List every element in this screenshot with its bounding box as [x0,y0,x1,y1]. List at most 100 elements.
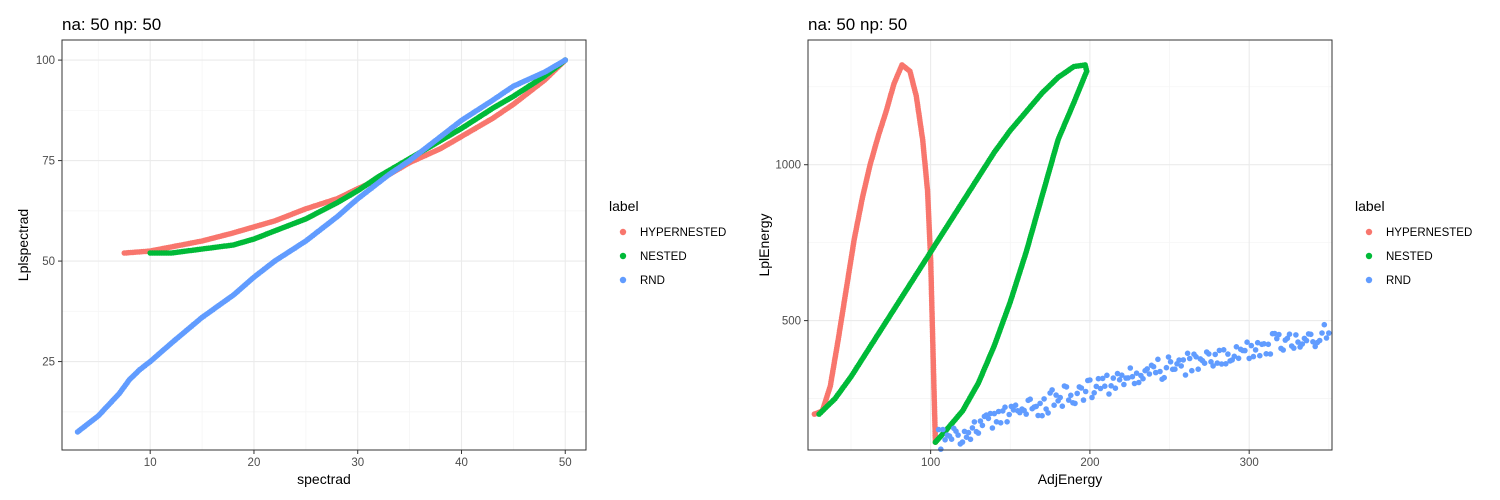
data-point [1326,330,1332,336]
data-point [989,425,996,431]
data-point [1146,371,1153,377]
data-point [1244,339,1250,346]
data-point [1053,392,1059,398]
panel-2-border [807,39,1333,451]
data-point [1152,369,1159,376]
data-point [1059,403,1066,410]
data-point [965,429,972,436]
data-point [1299,341,1306,347]
y-tick-label: 75 [42,156,55,168]
data-point [1039,412,1045,419]
data-point [1280,347,1286,353]
series-rnd [74,57,568,435]
data-point [1150,363,1157,370]
series-hypernested [811,62,939,446]
panel-1-title: na: 50 np: 50 [62,15,161,34]
data-point [985,415,992,422]
data-point [1250,353,1257,360]
data-point [1049,387,1055,393]
data-point [1121,381,1127,388]
data-point [977,418,984,424]
data-point [1263,351,1269,357]
data-point [1102,383,1108,390]
data-point [1286,331,1293,338]
data-point [1002,404,1008,411]
x-tick-label: 30 [351,457,364,469]
panel-2-points [811,62,1332,453]
legend-key-nested [619,252,627,260]
data-point [1104,372,1110,379]
data-point [1308,331,1314,338]
data-point [1010,407,1017,413]
data-point [940,426,946,433]
panel-2-y-ticks: 500 1000 [775,160,808,328]
data-point [1006,411,1012,418]
data-point [1321,321,1328,328]
data-point [1293,332,1299,338]
data-point [1276,331,1282,338]
panel-1-y-ticks: 25 50 75 100 [36,55,62,369]
data-point [975,430,982,436]
data-point [1206,351,1212,357]
data-point [1136,379,1142,386]
data-point [1303,337,1310,344]
data-point [1295,339,1301,345]
y-tick-label: 50 [42,256,55,268]
data-point [1167,359,1174,365]
series-nested [816,62,1090,446]
data-point [1184,350,1191,357]
data-point [1095,375,1102,382]
data-point [1186,355,1193,362]
data-point [1291,345,1297,351]
panel-2-y-axis-title: LplEnergy [756,213,772,276]
legend-label-nested: NESTED [640,251,687,263]
data-point [1201,360,1208,367]
panel-1-grid-major [62,40,586,450]
data-point [1220,347,1227,353]
data-point [562,57,568,63]
data-point [1114,370,1121,377]
data-point [1140,375,1146,382]
data-point [1189,367,1195,374]
legend-1: label HYPERNESTED NESTED RND [609,198,726,287]
data-point [1057,394,1063,401]
data-point [971,419,978,425]
data-point [967,436,974,443]
data-point [1310,339,1316,345]
data-point [1108,383,1114,389]
data-point [1323,335,1330,341]
data-point [1045,410,1051,416]
data-point [948,436,955,443]
legend-2: label HYPERNESTED NESTED RND [1355,198,1472,287]
data-point [1074,390,1080,397]
data-point [1127,365,1134,371]
legend-label-hypernested: HYPERNESTED [1386,227,1472,239]
panel-1-points [74,57,568,435]
panel-1-border [61,39,587,451]
data-point [1218,361,1225,367]
data-point [1265,341,1272,348]
data-point [1051,402,1057,409]
data-point [1172,366,1178,373]
data-point [959,439,966,445]
data-point [955,432,961,438]
data-point [1248,342,1255,349]
data-point [1037,400,1043,407]
data-point [1112,385,1119,392]
data-point [1012,402,1019,409]
panel-energy: na: 50 np: 50 100 200 300 500 1000 AdjEnerg… [756,15,1333,487]
x-tick-label: 10 [144,457,157,469]
legend-label-rnd: RND [1386,275,1411,287]
data-point [1068,392,1074,399]
data-point [938,446,944,453]
x-tick-label: 100 [921,457,940,469]
data-point [1129,373,1136,380]
legend-label-rnd: RND [640,275,665,287]
data-point [969,425,976,431]
data-point [942,437,948,443]
x-tick-label: 200 [1080,457,1099,469]
data-point [1161,374,1167,381]
data-point [1319,330,1325,336]
data-point [995,408,1002,415]
data-point [1125,375,1131,381]
